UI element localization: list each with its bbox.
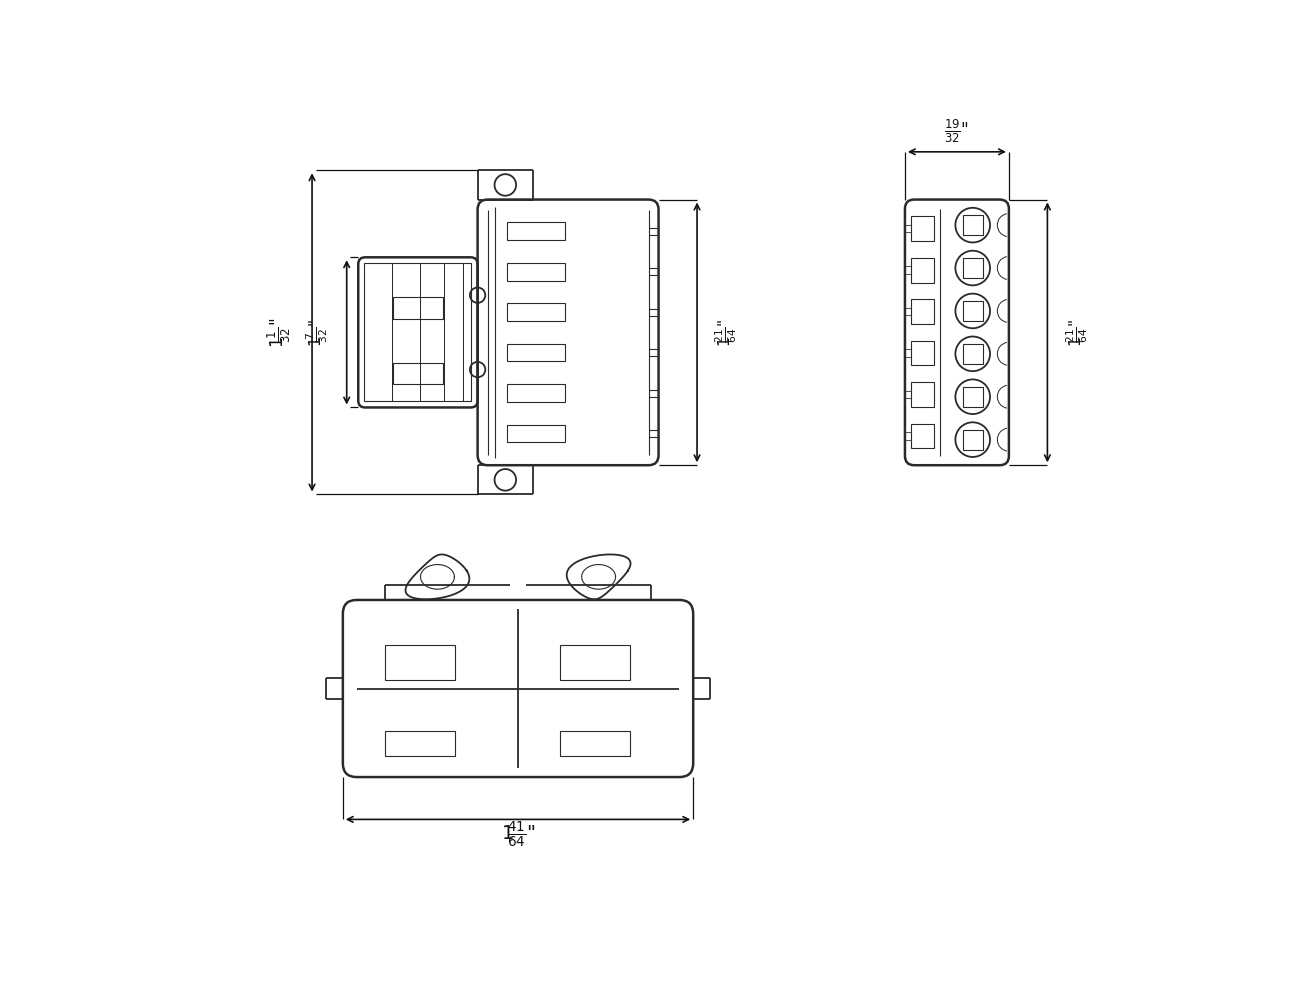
Bar	[963, 387, 983, 407]
Bar	[911, 218, 935, 242]
Bar	[507, 264, 564, 281]
Bar	[393, 298, 443, 320]
Bar	[911, 259, 935, 283]
Bar	[963, 344, 983, 364]
Bar	[507, 385, 564, 402]
Text: $1\!\!\frac{21}{64}$": $1\!\!\frac{21}{64}$"	[714, 319, 740, 347]
Text: $1\!\!\frac{1}{32}$": $1\!\!\frac{1}{32}$"	[265, 318, 292, 348]
Bar	[507, 425, 564, 443]
Bar	[911, 424, 935, 449]
Bar	[963, 259, 983, 279]
Bar	[911, 300, 935, 325]
Bar	[507, 344, 564, 362]
Bar	[385, 731, 455, 756]
Bar	[393, 363, 443, 385]
Bar	[911, 341, 935, 366]
Bar	[560, 731, 629, 756]
Bar	[507, 223, 564, 241]
Bar	[560, 645, 629, 680]
Text: $1\!\!\frac{7}{32}$": $1\!\!\frac{7}{32}$"	[304, 319, 330, 347]
Bar	[963, 216, 983, 236]
Bar	[364, 264, 472, 402]
Bar	[963, 302, 983, 322]
Bar	[911, 383, 935, 407]
Text: $1\!\!\frac{21}{64}$": $1\!\!\frac{21}{64}$"	[1065, 319, 1089, 347]
Text: $1\!\!\frac{41}{64}$": $1\!\!\frac{41}{64}$"	[500, 818, 536, 849]
Bar	[385, 645, 455, 680]
Text: $\frac{19}{32}$": $\frac{19}{32}$"	[944, 117, 970, 145]
Bar	[507, 304, 564, 322]
Bar	[963, 430, 983, 450]
